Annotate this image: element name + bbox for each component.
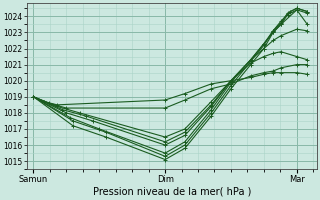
X-axis label: Pression niveau de la mer( hPa ): Pression niveau de la mer( hPa ) — [92, 187, 251, 197]
